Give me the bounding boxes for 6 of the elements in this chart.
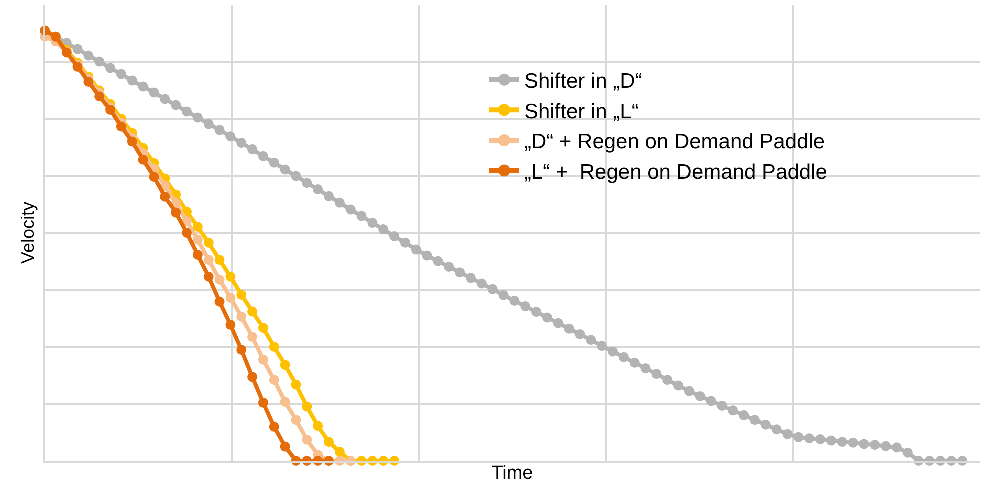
x-axis-title: Time [492,463,534,484]
legend-label: „D“ + Regen on Demand Paddle [524,130,826,154]
legend-label: „L“ + Regen on Demand Paddle [524,160,828,184]
legend-label: Shifter in „L“ [524,100,639,124]
y-axis-title: Velocity [18,202,38,264]
legend-label: Shifter in „D“ [524,70,642,94]
